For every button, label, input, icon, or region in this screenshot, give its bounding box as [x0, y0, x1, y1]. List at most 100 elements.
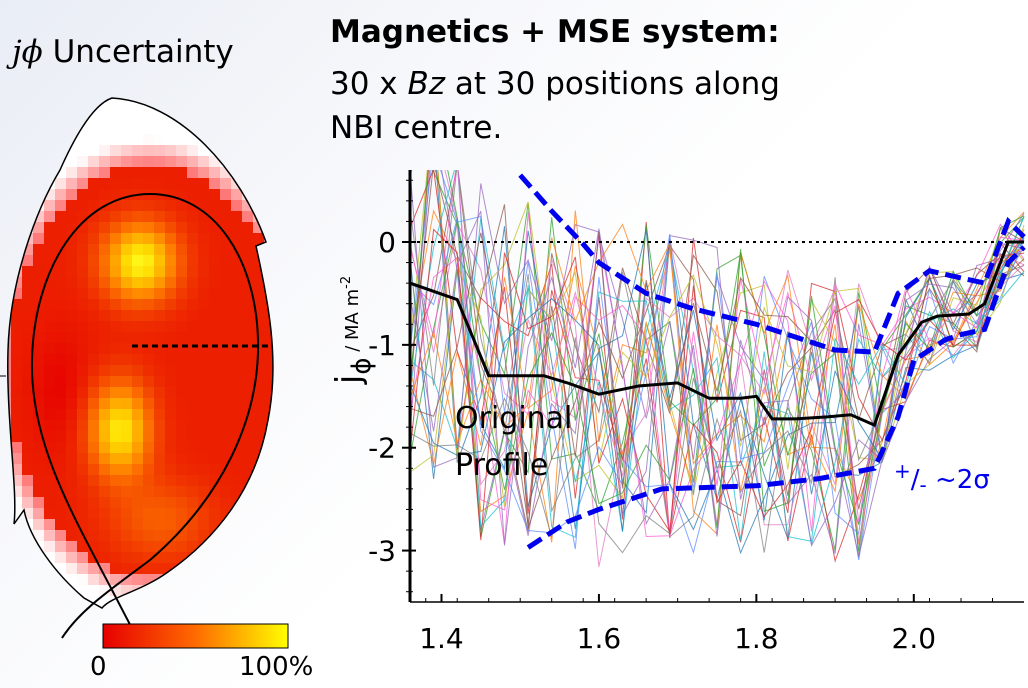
heatmap-cell: [44, 475, 55, 486]
heatmap-cell: [165, 145, 176, 156]
realization-line: [410, 170, 1025, 543]
heatmap-cell: [66, 178, 77, 189]
heatmap-cell: [88, 123, 99, 134]
heatmap-cell: [187, 420, 198, 431]
heatmap-cell: [275, 486, 286, 497]
heatmap-cell: [176, 453, 187, 464]
heatmap-cell: [198, 552, 209, 563]
heatmap-cell: [33, 596, 44, 607]
heatmap-cell: [154, 541, 165, 552]
heatmap-cell: [275, 156, 286, 167]
colorbar: [102, 623, 289, 649]
heatmap-cell: [165, 508, 176, 519]
heatmap-cell: [132, 453, 143, 464]
heatmap-cell: [220, 112, 231, 123]
heatmap-cell: [7, 310, 11, 321]
heatmap-cell: [132, 541, 143, 552]
heatmap-cell: [99, 607, 110, 608]
heatmap-cell: [198, 574, 209, 585]
heatmap-cell: [99, 178, 110, 189]
heatmap-cell: [231, 288, 242, 299]
heatmap-cell: [22, 156, 33, 167]
heatmap-cell: [132, 222, 143, 233]
heatmap-cell: [187, 332, 198, 343]
heatmap-cell: [231, 222, 242, 233]
heatmap-cell: [99, 123, 110, 134]
heatmap-cell: [110, 200, 121, 211]
heatmap-cell: [198, 508, 209, 519]
realization-line: [410, 170, 1025, 542]
heatmap-cell: [77, 519, 88, 530]
heatmap-cell: [55, 442, 66, 453]
heatmap-cell: [264, 398, 273, 409]
heatmap-cell: [154, 277, 165, 288]
heatmap-cell: [11, 596, 22, 607]
heatmap-cell: [22, 497, 33, 508]
heatmap-cell: [143, 376, 154, 387]
heatmap-cell: [77, 200, 88, 211]
heatmap-cell: [143, 211, 154, 222]
heatmap-cell: [165, 574, 176, 585]
heatmap-cell: [187, 508, 198, 519]
heatmap-cell: [231, 233, 242, 244]
heatmap-cell: [176, 508, 187, 519]
heatmap-cell: [132, 552, 143, 563]
subtitle-line-2: NBI centre.: [330, 110, 503, 146]
heatmap-cell: [7, 563, 11, 574]
heatmap-cell: [121, 178, 132, 189]
heatmap-cell: [33, 398, 44, 409]
heatmap-cell: [22, 354, 33, 365]
heatmap-cell: [264, 244, 273, 255]
heatmap-cell: [7, 178, 11, 189]
heatmap-cell: [110, 156, 121, 167]
heatmap-cell: [33, 134, 44, 145]
heatmap-cell: [110, 574, 121, 585]
heatmap-cell: [264, 255, 273, 266]
heatmap-cell: [264, 497, 273, 508]
heatmap-cell: [66, 98, 77, 101]
heatmap-cell: [154, 288, 165, 299]
heatmap-cell: [110, 123, 121, 134]
heatmap-cell: [33, 101, 44, 112]
heatmap-cell: [7, 211, 11, 222]
chart-axes: 0 -1 -2 -3 1.4 1.6 1.8 2.0: [368, 170, 1024, 655]
heatmap-cell: [154, 398, 165, 409]
subtitle-line-1: 30 x Bz at 30 positions along: [330, 66, 780, 102]
heatmap-cell: [77, 508, 88, 519]
heatmap-cell: [99, 596, 110, 607]
heatmap-cell: [275, 178, 286, 189]
heatmap-cell: [11, 409, 22, 420]
heatmap-cell: [88, 409, 99, 420]
heatmap-cell: [187, 387, 198, 398]
heatmap-cell: [231, 310, 242, 321]
heatmap-cell: [33, 530, 44, 541]
heatmap-cell: [275, 541, 286, 552]
heatmap-cell: [220, 420, 231, 431]
heatmap-cell: [165, 497, 176, 508]
heatmap-cell: [11, 629, 22, 640]
heatmap-cell: [77, 387, 88, 398]
heatmap-cell: [154, 255, 165, 266]
heatmap-cell: [66, 233, 77, 244]
heatmap-cell: [22, 398, 33, 409]
heatmap-cell: [264, 222, 273, 233]
realization-lines: [410, 170, 1025, 567]
heatmap-cell: [99, 508, 110, 519]
heatmap-cell: [44, 98, 55, 101]
heatmap-cell: [209, 541, 220, 552]
heatmap-cell: [209, 255, 220, 266]
heatmap-cell: [33, 376, 44, 387]
heatmap-cell: [77, 442, 88, 453]
heatmap-cell: [286, 134, 297, 145]
heatmap-cell: [143, 398, 154, 409]
heatmap-cell: [143, 486, 154, 497]
heatmap-cell: [44, 310, 55, 321]
heatmap-cell: [11, 541, 22, 552]
heatmap-cell: [220, 145, 231, 156]
heatmap-cell: [231, 266, 242, 277]
heatmap-cell: [154, 387, 165, 398]
heatmap-cell: [22, 486, 33, 497]
heatmap-cell: [198, 343, 209, 354]
heatmap-cell: [198, 233, 209, 244]
heatmap-cell: [99, 354, 110, 365]
